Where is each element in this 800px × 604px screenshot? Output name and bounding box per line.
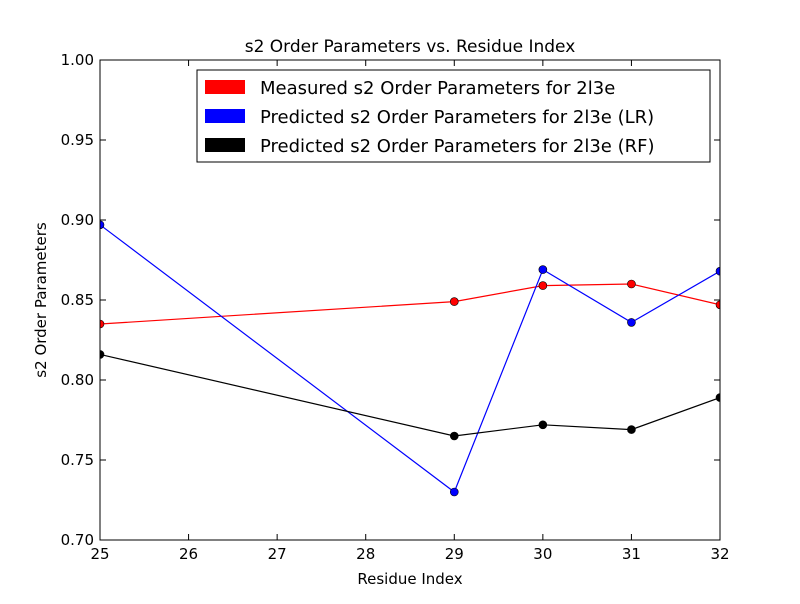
x-tick-label-6: 31: [622, 545, 641, 563]
legend: Measured s2 Order Parameters for 2l3e Pre…: [196, 69, 711, 163]
x-tick-label-0: 25: [90, 545, 109, 563]
chart-title: s2 Order Parameters vs. Residue Index: [245, 37, 576, 57]
series-1-point-2: [538, 265, 548, 274]
legend-label-2: Predicted s2 Order Parameters for 2l3e (…: [260, 136, 654, 157]
series-1-point-3: [627, 318, 636, 327]
series-2-point-0: [100, 350, 105, 359]
y-tick-label-3: 0.85: [61, 291, 94, 309]
x-axis-label: Residue Index: [357, 570, 462, 588]
series-1-point-4: [715, 266, 720, 276]
plot-frame: [99, 59, 721, 541]
legend-swatch-2: [205, 138, 245, 152]
plot-area: 25 26 27 28 29 30 31 32 0.70 0.75 0.80 0.85 0.90 0.95…: [61, 51, 730, 563]
series-0-point-3: [627, 279, 636, 289]
series-line-0: [100, 283, 720, 325]
y-tick-label-2: 0.80: [61, 371, 94, 389]
y-tick-label-4: 0.90: [61, 211, 94, 229]
x-tick-label-1: 26: [179, 545, 198, 563]
series-2-point-3: [627, 425, 636, 434]
series-2-point-1: [449, 431, 459, 441]
legend-box: [196, 69, 711, 163]
legend-swatch-1: [205, 109, 245, 123]
legend-label-0: Measured s2 Order Parameters for 2l3e: [260, 78, 615, 99]
y-tick-label-0: 0.70: [61, 531, 94, 549]
y-axis-label: s2 Order Parameters: [32, 222, 50, 378]
x-tick-label-5: 30: [533, 545, 552, 563]
y-tick-label-5: 0.95: [61, 131, 94, 149]
legend-label-1: Predicted s2 Order Parameters for 2l3e (…: [260, 107, 654, 128]
series-0-point-4: [715, 300, 720, 310]
y-tick-label-6: 1.00: [61, 51, 94, 69]
series-line-1: [100, 224, 720, 493]
x-tick-label-3: 28: [356, 545, 375, 563]
series-2-point-4: [715, 393, 720, 402]
series-0-point-0: [100, 319, 105, 329]
series-1-point-0: [100, 220, 105, 230]
x-tick-label-2: 27: [268, 545, 287, 563]
y-tick-label-1: 0.75: [61, 451, 94, 469]
series-group: [100, 220, 720, 497]
x-tick-label-7: 32: [710, 545, 729, 563]
series-0-point-1: [449, 297, 459, 306]
series-line-2: [100, 353, 720, 437]
series-1-point-1: [449, 487, 459, 497]
legend-swatch-0: [205, 80, 245, 94]
series-2-point-2: [538, 420, 548, 430]
x-tick-label-4: 29: [445, 545, 464, 563]
series-0-point-2: [538, 281, 548, 290]
